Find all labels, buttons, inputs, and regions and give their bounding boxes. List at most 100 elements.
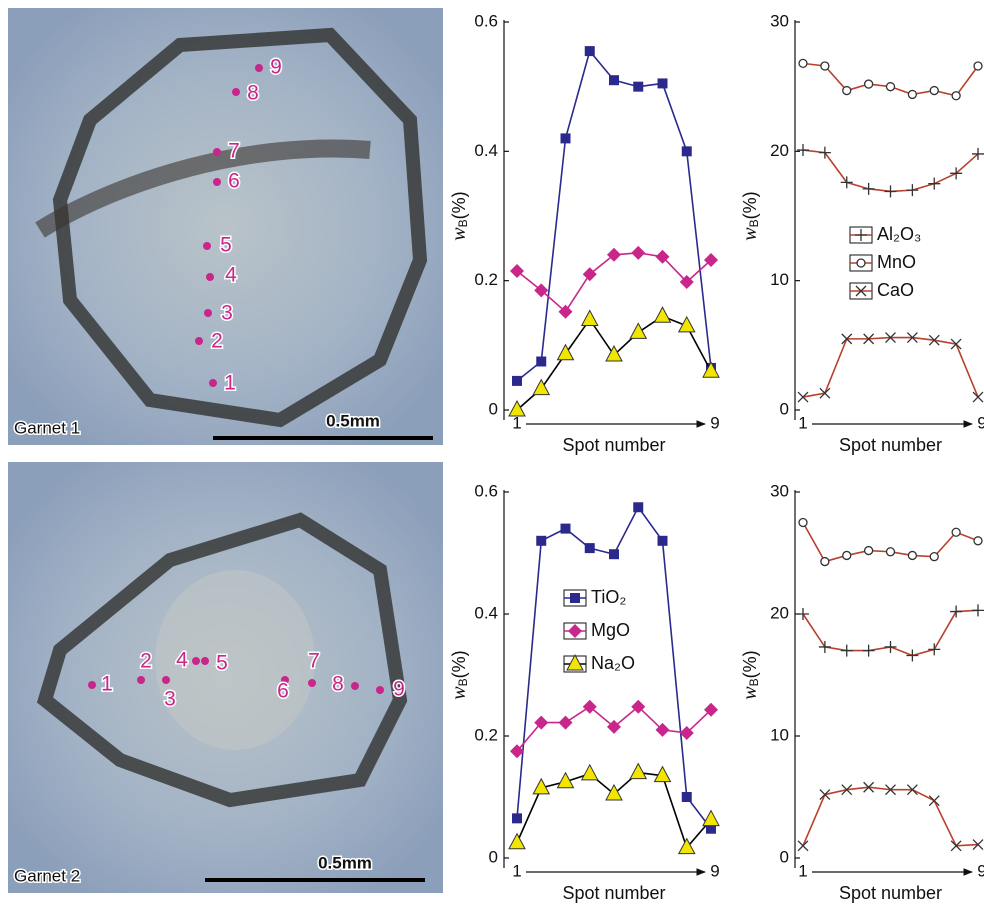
spot-label: 7 [228,140,240,163]
marker [885,332,896,344]
marker [568,624,582,638]
y-tick-label: 0.2 [474,725,498,744]
marker [798,58,808,69]
spot-dot [351,682,359,690]
marker [951,527,961,537]
marker [681,146,692,157]
marker [580,309,599,326]
spot-dot [195,337,203,345]
marker [605,783,623,801]
marker [534,283,549,298]
marker [950,605,963,618]
marker [655,722,670,737]
marker [863,545,874,556]
marker [556,771,575,789]
marker [560,133,571,144]
marker [704,702,718,717]
x-tick-label: 9 [977,413,984,432]
marker [677,315,696,333]
series-line [516,771,712,850]
marker [929,85,939,96]
marker [570,593,580,603]
marker [653,306,672,323]
y-axis-label: wB(%) [739,650,762,699]
spot-label: 1 [101,673,113,696]
marker [906,649,919,662]
spot-label: 3 [164,688,176,711]
x-axis-label: Spot number [562,883,665,903]
marker [558,715,573,730]
marker [655,249,670,264]
spot-label: 2 [211,330,223,353]
marker [928,334,940,346]
marker [907,550,918,561]
marker [862,644,875,657]
y-tick-label: 20 [770,141,789,160]
x-tick-label: 9 [710,861,719,880]
legend-label: TiO₂ [591,587,626,607]
y-axis-label: wB(%) [448,650,471,699]
y-tick-label: 0.4 [474,141,498,160]
spot-label: 7 [308,650,320,673]
marker [566,653,584,671]
marker [702,361,720,378]
y-tick-label: 0 [489,847,498,866]
marker [582,267,597,282]
marker [681,792,692,802]
spot-label: 9 [270,56,282,79]
x-tick-label: 9 [977,861,984,880]
x-tick-label: 9 [710,413,719,432]
y-axis-subscript: B [747,219,761,227]
marker [657,535,668,546]
marker [609,75,619,86]
marker [508,832,526,850]
marker [884,185,897,198]
marker [629,322,648,339]
marker [512,813,522,824]
marker [584,543,595,554]
marker [906,184,919,197]
image-label: Garnet 1 [14,418,80,437]
marker [657,78,668,89]
marker [797,840,809,852]
chart: 0 0.2 0.4 0.6 1 9 Spot number wB(%) TiO₂ MgO Na₂O [448,481,720,903]
marker [679,725,694,740]
spot-dot [209,379,217,387]
marker [798,517,808,528]
spot-dot [232,88,240,96]
spot-dot [376,686,384,694]
spot-label: 4 [225,264,237,287]
spot-dot [88,681,96,689]
spot-dot [162,676,170,684]
marker [532,378,551,396]
y-axis-symbol: w [448,227,470,241]
legend-label: CaO [877,280,914,300]
spot-dot [281,676,289,684]
spot-label: 8 [332,673,344,696]
marker [629,762,648,780]
marker [842,550,852,561]
spot-dot [308,679,316,687]
marker [950,840,962,852]
y-axis-label: wB(%) [448,191,471,240]
spot-dot [204,309,212,317]
marker [633,502,644,513]
marker [972,604,984,617]
marker [819,789,831,801]
y-tick-label: 0 [489,399,498,418]
marker [928,177,941,190]
marker [972,391,984,403]
spot-label: 5 [216,652,228,675]
marker [855,285,867,297]
spot-label: 6 [277,680,289,703]
y-axis-symbol: w [739,227,761,241]
y-axis-symbol: w [739,686,761,700]
marker [560,523,571,534]
marker [818,146,831,159]
marker [706,823,716,834]
marker [855,229,867,241]
marker [906,332,918,344]
spot-label: 2 [140,650,152,673]
legend-label: Na₂O [591,653,635,673]
